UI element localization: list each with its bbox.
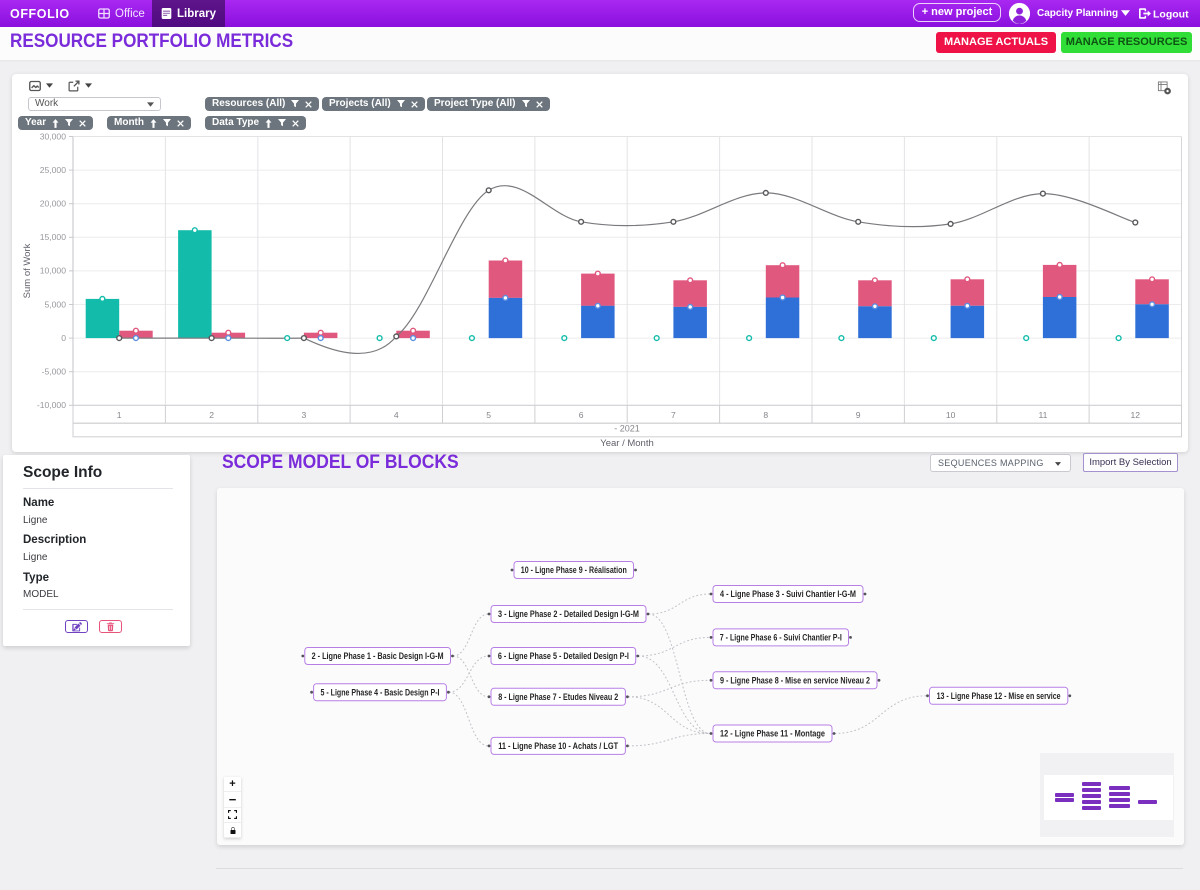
svg-text:1: 1: [117, 410, 122, 420]
svg-text:8 - Ligne Phase 7 - Etudes Niv: 8 - Ligne Phase 7 - Etudes Niveau 2: [498, 692, 618, 702]
svg-text:-10,000: -10,000: [37, 400, 66, 410]
svg-text:10: 10: [946, 410, 956, 420]
svg-text:12: 12: [1131, 410, 1141, 420]
svg-text:30,000: 30,000: [40, 131, 67, 141]
svg-text:6 - Ligne Phase 5 - Detailed D: 6 - Ligne Phase 5 - Detailed Design P-I: [498, 651, 629, 661]
svg-text:3 - Ligne Phase 2 - Detailed D: 3 - Ligne Phase 2 - Detailed Design I-G-…: [498, 609, 639, 619]
svg-text:5 - Ligne Phase 4 - Basic Desi: 5 - Ligne Phase 4 - Basic Design P-I: [321, 687, 440, 697]
svg-text:6: 6: [579, 410, 584, 420]
svg-text:9 - Ligne Phase 8 - Mise en se: 9 - Ligne Phase 8 - Mise en service Nive…: [720, 675, 870, 685]
svg-text:5,000: 5,000: [44, 299, 66, 309]
svg-text:13 - Ligne Phase 12 - Mise en: 13 - Ligne Phase 12 - Mise en service: [937, 691, 1061, 701]
svg-text:10,000: 10,000: [40, 266, 67, 276]
svg-text:25,000: 25,000: [40, 165, 67, 175]
svg-text:10 - Ligne Phase 9 - Réalisati: 10 - Ligne Phase 9 - Réalisation: [521, 565, 627, 575]
svg-text:Sum of Work: Sum of Work: [22, 243, 33, 298]
svg-text:0: 0: [61, 333, 66, 343]
svg-text:3: 3: [302, 410, 307, 420]
svg-text:- 2021: - 2021: [614, 424, 640, 434]
svg-text:8: 8: [763, 410, 768, 420]
svg-text:2: 2: [209, 410, 214, 420]
svg-text:11 - Ligne Phase 10 - Achats /: 11 - Ligne Phase 10 - Achats / LGT: [498, 741, 618, 751]
svg-text:9: 9: [856, 410, 861, 420]
svg-text:4 - Ligne Phase 3 - Suivi Chan: 4 - Ligne Phase 3 - Suivi Chantier I-G-M: [720, 589, 856, 599]
svg-text:7 - Ligne Phase 6 - Suivi Chan: 7 - Ligne Phase 6 - Suivi Chantier P-I: [720, 633, 842, 643]
svg-text:12 - Ligne Phase 11 - Montage: 12 - Ligne Phase 11 - Montage: [720, 729, 825, 739]
svg-text:5: 5: [486, 410, 491, 420]
svg-text:7: 7: [671, 410, 676, 420]
svg-text:15,000: 15,000: [40, 232, 67, 242]
svg-text:-5,000: -5,000: [42, 367, 67, 377]
svg-text:20,000: 20,000: [40, 199, 67, 209]
svg-text:Year / Month: Year / Month: [600, 438, 654, 449]
svg-text:2 - Ligne Phase 1 - Basic Desi: 2 - Ligne Phase 1 - Basic Design I-G-M: [312, 651, 444, 661]
svg-text:4: 4: [394, 410, 399, 420]
svg-text:11: 11: [1038, 410, 1047, 420]
